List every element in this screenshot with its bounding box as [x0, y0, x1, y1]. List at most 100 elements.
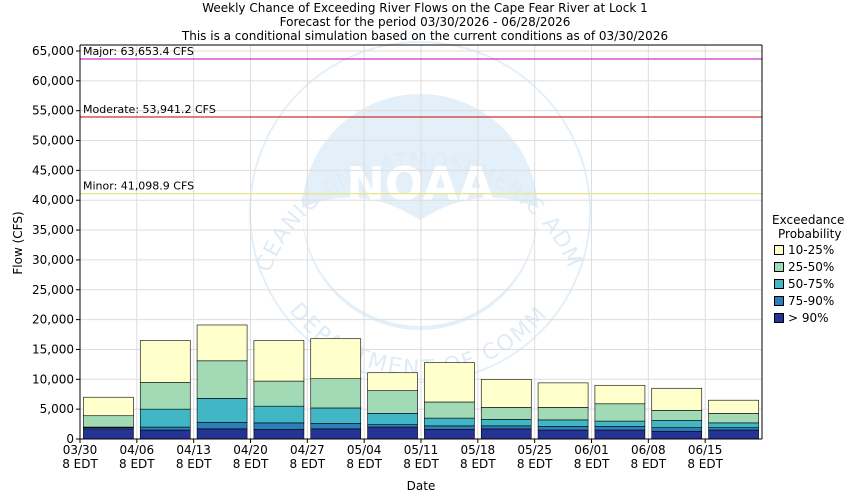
legend-label: 25-50%: [788, 260, 835, 274]
threshold-label: Major: 63,653.4 CFS: [83, 45, 194, 58]
bar-segment: [367, 390, 418, 414]
bar-segment: [424, 425, 475, 430]
bar-segment: [367, 424, 418, 428]
legend-swatch: [774, 313, 784, 323]
bar-segment: [424, 362, 475, 403]
bar-segment: [139, 429, 191, 440]
bar-segment: [537, 382, 589, 408]
legend-entry: > 90%: [774, 311, 829, 325]
bar-segment: [310, 338, 362, 380]
bar-segment: [310, 407, 362, 424]
bar-segment: [196, 360, 248, 399]
x-tick-label: 06/15: [688, 443, 723, 457]
bar-segment: [196, 421, 248, 430]
bar-segment: [651, 427, 703, 432]
chart-title-line-2: Forecast for the period 03/30/2026 - 06/…: [279, 15, 571, 29]
bar-segment: [367, 413, 418, 425]
bar-segment: [594, 426, 646, 431]
bar-segment: [139, 426, 191, 431]
y-tick-label: 35,000: [32, 223, 74, 237]
legend-entry: 10-25%: [774, 243, 834, 257]
bar-segment: [537, 429, 589, 440]
legend-label: 10-25%: [788, 243, 835, 257]
y-tick-label: 45,000: [32, 163, 74, 177]
x-tick-label: 05/25: [517, 443, 552, 457]
bar-segment: [537, 407, 589, 421]
legend-swatch: [774, 245, 784, 255]
x-tick-sublabel: 8 EDT: [62, 457, 98, 471]
bar-segment: [424, 401, 475, 419]
bar-segment: [480, 425, 532, 430]
legend-entry: 75-90%: [774, 294, 834, 308]
bar-segment: [594, 384, 646, 405]
bar-segment: [708, 422, 759, 428]
legend-title-line-1: Exceedance: [772, 213, 845, 227]
y-tick-label: 30,000: [32, 253, 74, 267]
y-ticks: 0 5,000 10,000 15,000 20,000 25,000 30,000 35,0…: [32, 44, 80, 446]
y-tick-label: 25,000: [32, 283, 74, 297]
x-tick-label: 04/13: [176, 443, 211, 457]
bar-segment: [480, 379, 532, 408]
x-tick-sublabel: 8 EDT: [290, 457, 326, 471]
x-axis-label: Date: [407, 479, 436, 493]
y-tick-label: 5,000: [40, 402, 74, 416]
legend-entry: 25-50%: [774, 260, 834, 274]
bar-segment: [708, 427, 759, 431]
bar-segment: [253, 429, 305, 440]
bar-segment: [708, 429, 759, 440]
x-tick-label: 04/27: [290, 443, 325, 457]
x-tick-label: 06/01: [574, 443, 609, 457]
bar-segment: [651, 420, 703, 428]
bar-segment: [651, 410, 703, 421]
y-axis-label: Flow (CFS): [11, 211, 25, 274]
y-tick-label: 40,000: [32, 193, 74, 207]
bar-segment: [537, 419, 589, 427]
bar-segment: [480, 407, 532, 420]
threshold-label: Minor: 41,098.9 CFS: [83, 180, 194, 193]
threshold-label: Moderate: 53,941.2 CFS: [83, 103, 216, 116]
legend-swatch: [774, 262, 784, 272]
bar-segment: [196, 398, 248, 423]
bars: [83, 324, 759, 440]
bar-segment: [708, 399, 759, 414]
x-tick-label: 05/18: [461, 443, 496, 457]
y-tick-label: 0: [66, 432, 74, 446]
y-tick-label: 65,000: [32, 44, 74, 58]
x-tick-sublabel: 8 EDT: [403, 457, 439, 471]
y-tick-label: 50,000: [32, 134, 74, 148]
x-tick-sublabel: 8 EDT: [517, 457, 553, 471]
legend-swatch: [774, 296, 784, 306]
bar-segment: [651, 387, 703, 411]
flood-thresholds: Major: 63,653.4 CFS Moderate: 53,941.2 CF…: [80, 45, 762, 195]
y-tick-label: 15,000: [32, 342, 74, 356]
bar-segment: [651, 430, 703, 440]
legend-label: 50-75%: [788, 277, 835, 291]
x-tick-sublabel: 8 EDT: [574, 457, 610, 471]
x-tick-label: 04/20: [233, 443, 268, 457]
bar-segment: [480, 418, 532, 427]
x-tick-label: 05/04: [347, 443, 382, 457]
x-tick-label: 05/11: [404, 443, 439, 457]
bar-segment: [83, 428, 134, 440]
bar-segment: [594, 403, 646, 422]
bar-segment: [310, 423, 362, 430]
bar-segment: [537, 426, 589, 431]
x-tick-sublabel: 8 EDT: [631, 457, 667, 471]
bar-segment: [139, 340, 191, 383]
bar-segment: [83, 396, 134, 417]
bar-segment: [196, 428, 248, 440]
legend-swatch: [774, 279, 784, 289]
x-tick-sublabel: 8 EDT: [460, 457, 496, 471]
y-tick-label: 55,000: [32, 104, 74, 118]
bar-segment: [367, 426, 418, 440]
bar-segment: [139, 381, 191, 410]
bar-segment: [480, 428, 532, 440]
x-tick-sublabel: 8 EDT: [687, 457, 723, 471]
grid-lines: [80, 45, 762, 439]
bar-segment: [367, 372, 418, 391]
bar-segment: [708, 413, 759, 424]
bar-segment: [594, 420, 646, 427]
y-tick-label: 60,000: [32, 74, 74, 88]
